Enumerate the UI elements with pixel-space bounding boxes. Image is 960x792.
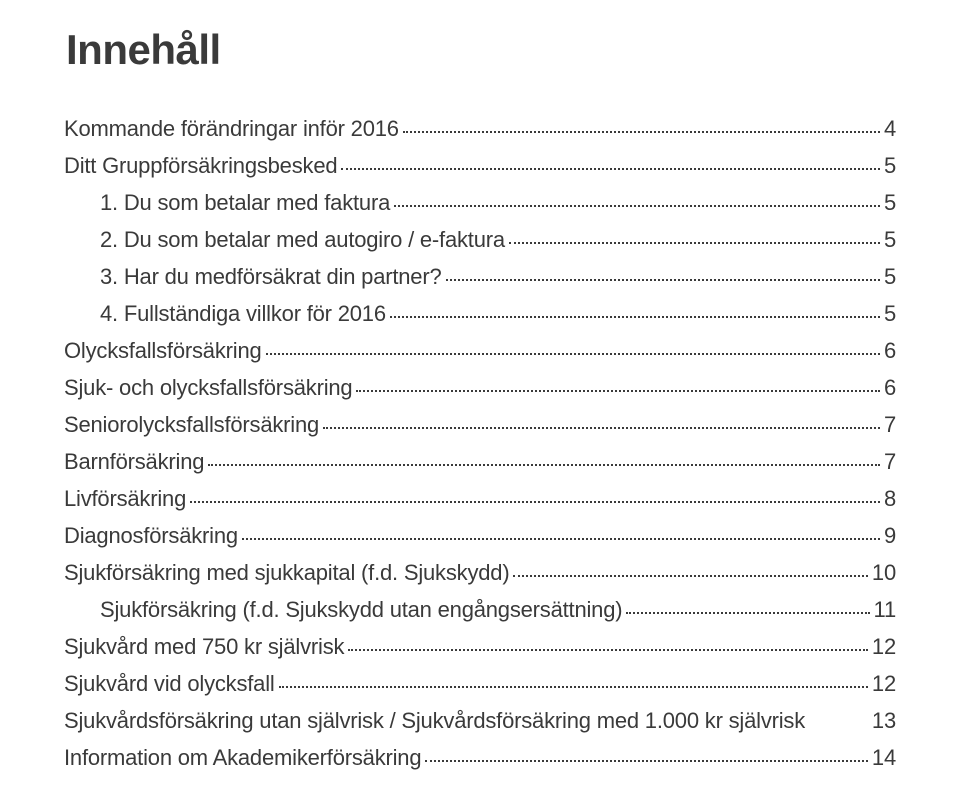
toc-entry-page: 4 xyxy=(884,118,896,140)
toc-leader-dots xyxy=(390,316,880,318)
toc-leader-dots xyxy=(242,538,880,540)
toc-entry-page: 7 xyxy=(884,451,896,473)
toc-entry: 4. Fullständiga villkor för 2016 5 xyxy=(64,303,896,325)
toc-leader-dots xyxy=(425,760,868,762)
toc-entry-page: 5 xyxy=(884,229,896,251)
toc-entry: 3. Har du medförsäkrat din partner? 5 xyxy=(64,266,896,288)
toc-entry-page: 6 xyxy=(884,377,896,399)
toc-entry: Sjukvård vid olycksfall 12 xyxy=(64,673,896,695)
page-title: Innehåll xyxy=(64,26,896,74)
toc-entry-label: Sjuk- och olycksfallsförsäkring xyxy=(64,377,352,399)
toc-entry: Barnförsäkring 7 xyxy=(64,451,896,473)
toc-leader-dots xyxy=(208,464,880,466)
toc-entry: Sjukförsäkring med sjukkapital (f.d. Sju… xyxy=(64,562,896,584)
toc-entry-label: Sjukvård vid olycksfall xyxy=(64,673,275,695)
toc-entry-page: 5 xyxy=(884,192,896,214)
toc-entry-label: 2. Du som betalar med autogiro / e-faktu… xyxy=(64,229,505,251)
toc-leader-dots xyxy=(266,353,880,355)
toc-entry: 1. Du som betalar med faktura 5 xyxy=(64,192,896,214)
toc-entry-page: 12 xyxy=(872,673,896,695)
toc-leader-dots xyxy=(356,390,879,392)
toc-entry-page: 5 xyxy=(884,266,896,288)
toc-entry-page: 7 xyxy=(884,414,896,436)
toc-entry: Ditt Gruppförsäkringsbesked 5 xyxy=(64,155,896,177)
toc-leader-dots xyxy=(279,686,868,688)
toc-entry: Kommande förändringar inför 2016 4 xyxy=(64,118,896,140)
toc-entry-label: Diagnosförsäkring xyxy=(64,525,238,547)
toc-entry-label: Seniorolycksfallsförsäkring xyxy=(64,414,319,436)
toc-entry: Diagnosförsäkring 9 xyxy=(64,525,896,547)
toc-leader-dots xyxy=(509,242,880,244)
toc-entry-label: Information om Akademikerförsäkring xyxy=(64,747,421,769)
toc-entry-page: 5 xyxy=(884,303,896,325)
toc-entry-label: Ditt Gruppförsäkringsbesked xyxy=(64,155,337,177)
toc-entry: Seniorolycksfallsförsäkring 7 xyxy=(64,414,896,436)
table-of-contents: Kommande förändringar inför 2016 4 Ditt Gr… xyxy=(64,118,896,769)
toc-entry-label: 4. Fullständiga villkor för 2016 xyxy=(64,303,386,325)
toc-leader-dots xyxy=(446,279,880,281)
toc-leader-dots xyxy=(394,205,880,207)
toc-entry-page: 10 xyxy=(872,562,896,584)
toc-entry: Livförsäkring 8 xyxy=(64,488,896,510)
toc-entry-page: 5 xyxy=(884,155,896,177)
toc-leader-dots xyxy=(513,575,867,577)
toc-entry-label: Livförsäkring xyxy=(64,488,186,510)
toc-leader-dots xyxy=(348,649,868,651)
toc-entry-label: Barnförsäkring xyxy=(64,451,204,473)
toc-entry-label: 1. Du som betalar med faktura xyxy=(64,192,390,214)
toc-entry-page: 8 xyxy=(884,488,896,510)
toc-entry-page: 13 xyxy=(872,710,896,732)
toc-entry-page: 14 xyxy=(872,747,896,769)
toc-entry-page: 11 xyxy=(874,599,896,621)
toc-entry-label: Sjukvård med 750 kr självrisk xyxy=(64,636,344,658)
toc-entry: Sjuk- och olycksfallsförsäkring 6 xyxy=(64,377,896,399)
toc-entry: Sjukförsäkring (f.d. Sjukskydd utan engå… xyxy=(64,599,896,621)
toc-leader-dots xyxy=(190,501,880,503)
toc-entry-page: 6 xyxy=(884,340,896,362)
toc-entry-label: Olycksfallsförsäkring xyxy=(64,340,262,362)
toc-leader-dots xyxy=(626,612,869,614)
toc-entry-label: Sjukvårdsförsäkring utan självrisk / Sju… xyxy=(64,710,805,732)
toc-entry-label: Sjukförsäkring (f.d. Sjukskydd utan engå… xyxy=(64,599,622,621)
toc-entry: Sjukvårdsförsäkring utan självrisk / Sju… xyxy=(64,710,896,732)
toc-entry-label: Sjukförsäkring med sjukkapital (f.d. Sju… xyxy=(64,562,509,584)
toc-entry: Olycksfallsförsäkring 6 xyxy=(64,340,896,362)
toc-leader-dots xyxy=(323,427,880,429)
toc-entry-label: Kommande förändringar inför 2016 xyxy=(64,118,399,140)
toc-entry: Information om Akademikerförsäkring 14 xyxy=(64,747,896,769)
toc-leader-dots xyxy=(341,168,880,170)
toc-entry-page: 12 xyxy=(872,636,896,658)
toc-entry: 2. Du som betalar med autogiro / e-faktu… xyxy=(64,229,896,251)
toc-entry-label: 3. Har du medförsäkrat din partner? xyxy=(64,266,442,288)
toc-entry: Sjukvård med 750 kr självrisk 12 xyxy=(64,636,896,658)
toc-leader-dots xyxy=(403,131,880,133)
toc-entry-page: 9 xyxy=(884,525,896,547)
